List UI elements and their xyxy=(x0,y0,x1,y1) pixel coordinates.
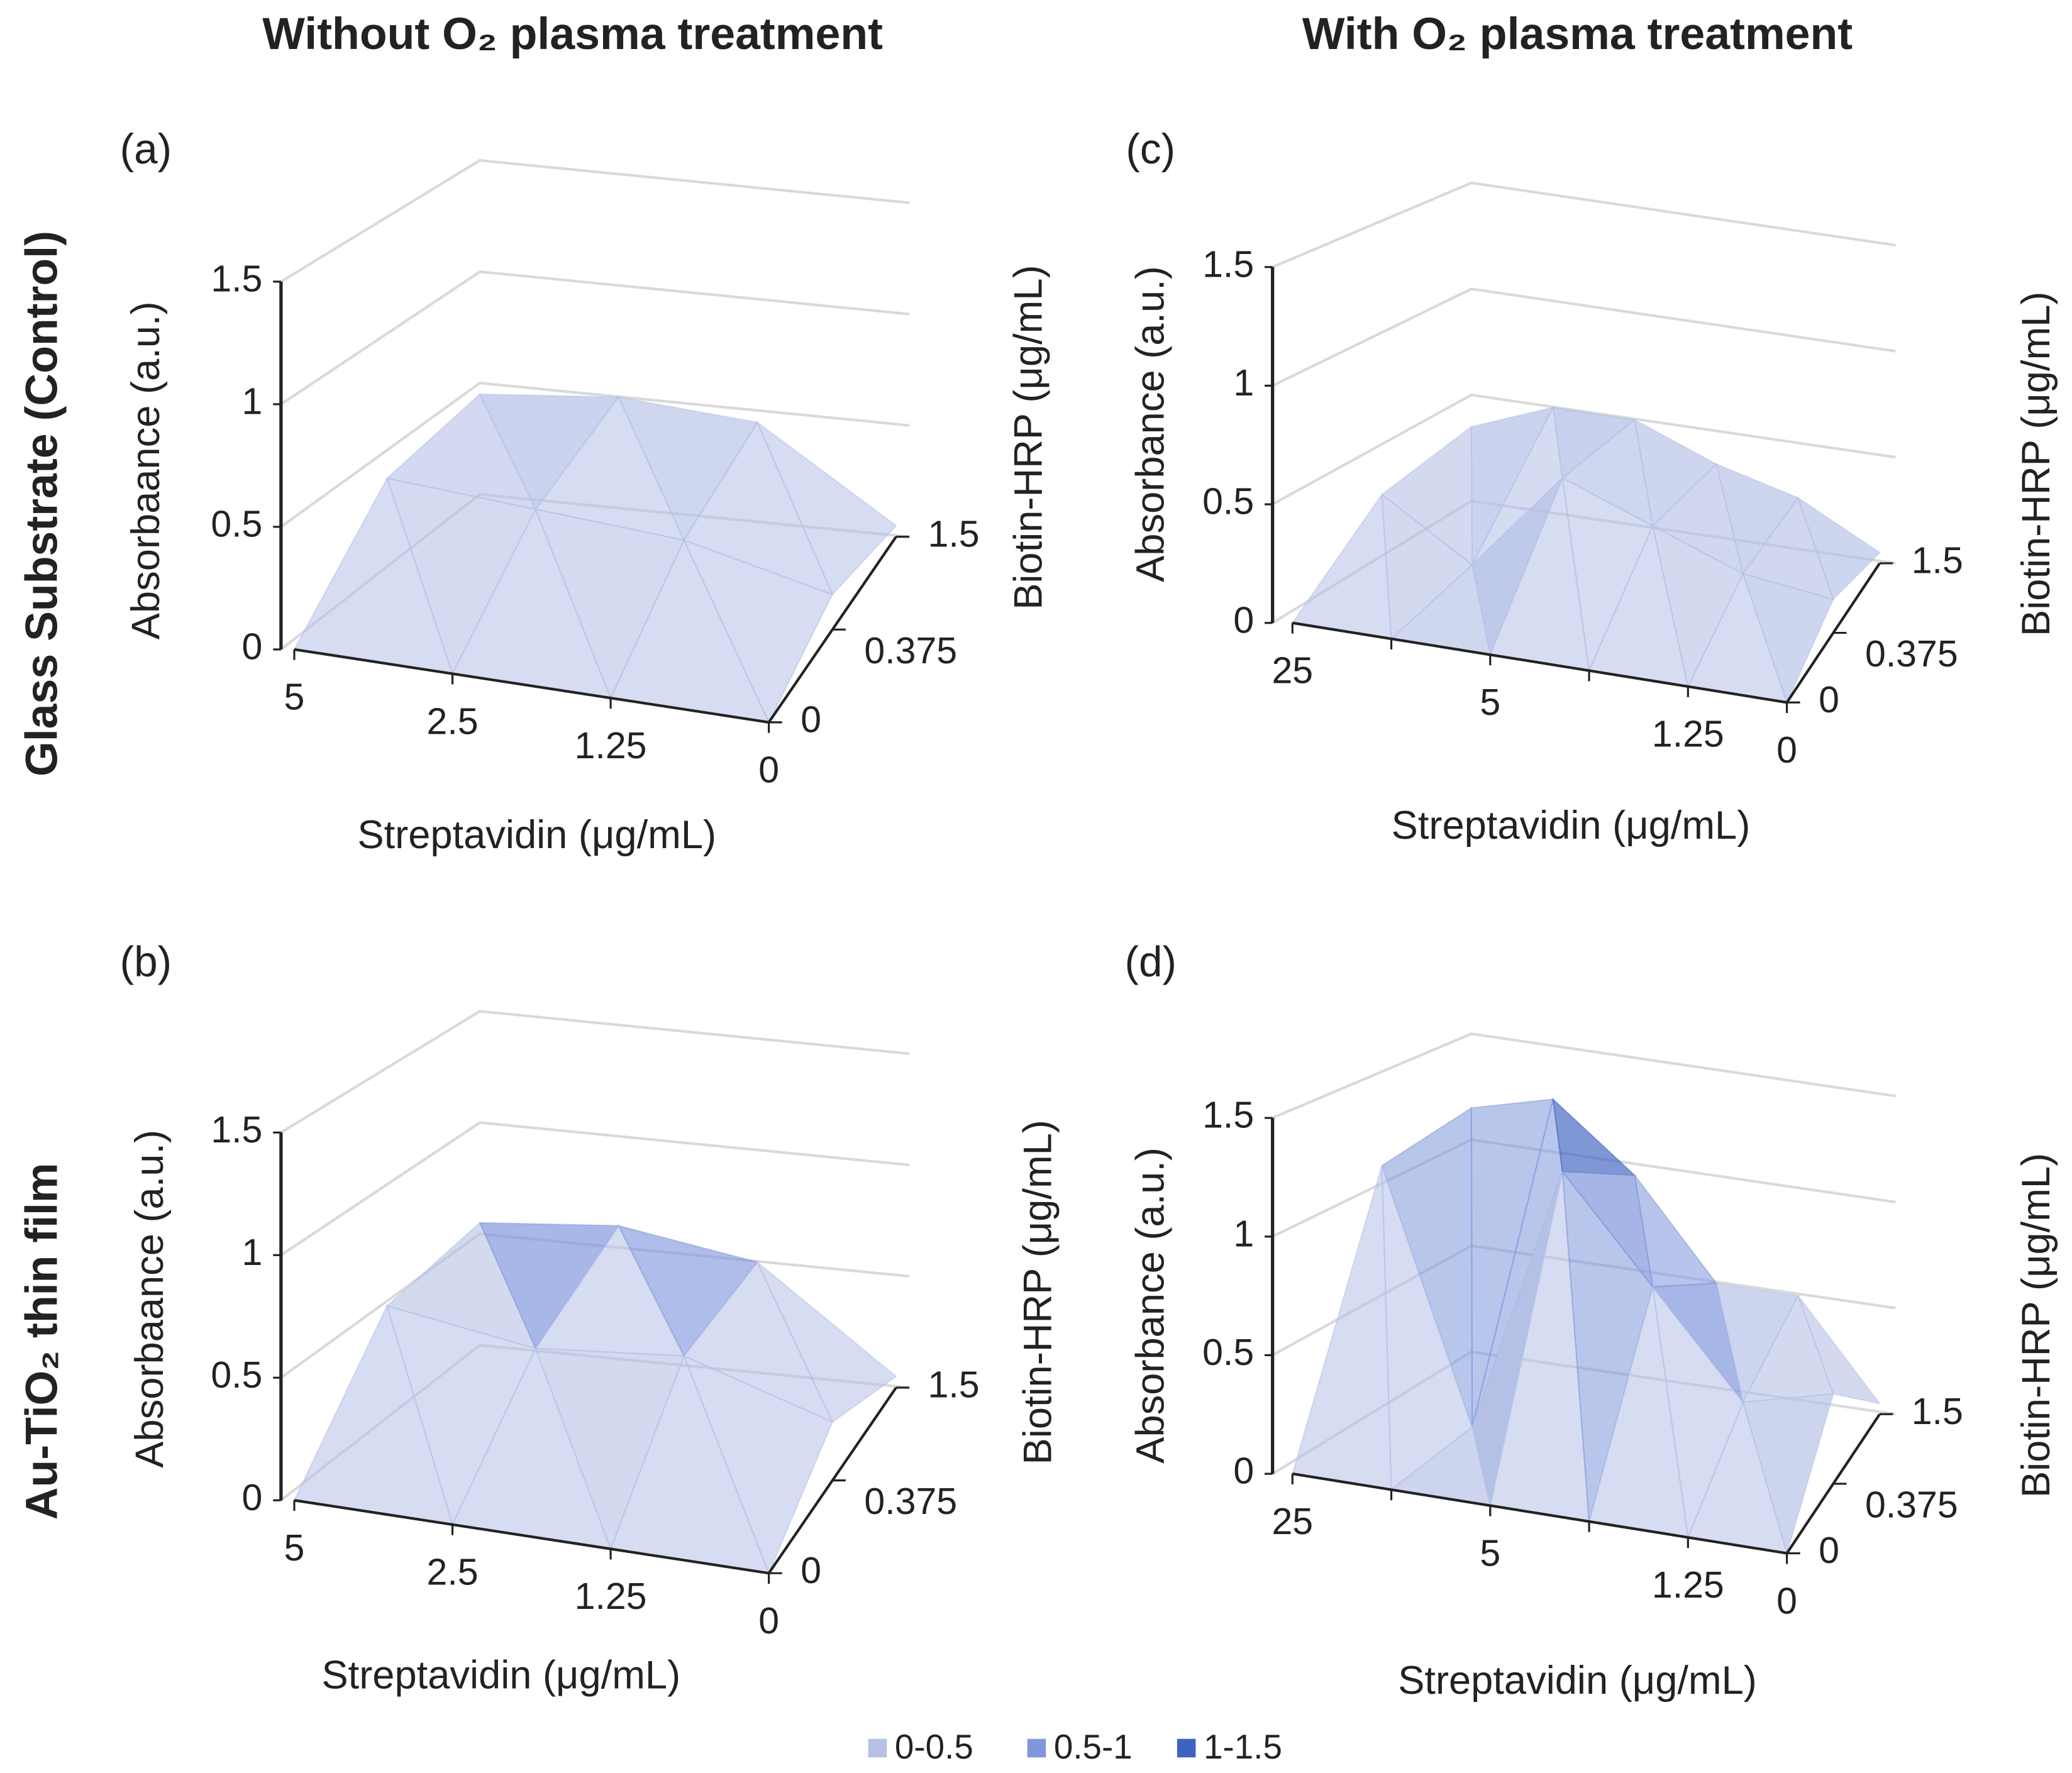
x-tick-label: 0 xyxy=(1776,1580,1797,1621)
x-tick-label: 5 xyxy=(1480,1532,1500,1574)
grid-line xyxy=(280,1121,910,1257)
y-tick-label: 0 xyxy=(1233,1450,1254,1492)
grid-line xyxy=(1271,287,1896,387)
panel-label: (a) xyxy=(120,126,172,173)
z-tick-label: 0.375 xyxy=(1865,633,1958,675)
z-tick-label: 1.5 xyxy=(1912,1391,1963,1432)
x-tick-label: 5 xyxy=(284,1527,305,1569)
legend-swatch xyxy=(1027,1738,1046,1758)
y-tick-label: 0.5 xyxy=(211,504,262,545)
legend-label: 0-0.5 xyxy=(895,1727,973,1766)
x-axis-title: Streptavidin (μg/mL) xyxy=(357,813,716,857)
grid-line xyxy=(280,1010,910,1134)
z-axis-title: Biotin-HRP (μg/mL) xyxy=(2014,1153,2058,1498)
grid-line xyxy=(280,382,910,528)
legend-swatch xyxy=(1177,1738,1196,1758)
surface-face xyxy=(1742,572,1834,705)
y-tick-label: 1 xyxy=(1233,362,1254,404)
z-tick-label: 0.375 xyxy=(864,630,957,671)
x-tick-label: 0 xyxy=(758,1600,779,1642)
z-tick-label: 1.5 xyxy=(1912,539,1963,581)
x-tick-label: 1.25 xyxy=(575,1576,647,1617)
surface-face xyxy=(756,1261,897,1423)
column-title: With O₂ plasma treatment xyxy=(1302,9,1853,59)
y-tick-label: 0.5 xyxy=(211,1354,262,1396)
x-axis xyxy=(1292,1472,1787,1555)
grid-line xyxy=(280,270,910,406)
x-tick-label: 5 xyxy=(284,677,305,718)
y-axis-title: Absorbance (a.u.) xyxy=(1129,266,1173,582)
z-axis-title: Biotin-HRP (μg/mL) xyxy=(2014,292,2058,636)
figure-content: Without O₂ plasma treatment With O₂ plas… xyxy=(17,9,2058,1766)
y-tick-label: 1 xyxy=(242,381,263,423)
x-axis xyxy=(1292,621,1787,704)
y-tick-label: 1 xyxy=(242,1232,263,1273)
y-tick-label: 1.5 xyxy=(1202,243,1254,285)
x-tick-label: 1.25 xyxy=(575,725,647,766)
legend-label: 0.5-1 xyxy=(1054,1727,1133,1766)
column-title: Without O₂ plasma treatment xyxy=(262,9,883,59)
z-tick-label: 1.5 xyxy=(928,513,980,555)
z-tick-label: 0 xyxy=(801,699,821,740)
z-tick-label: 0 xyxy=(801,1550,821,1591)
y-tick-label: 0 xyxy=(242,626,263,668)
z-tick-label: 0.375 xyxy=(1865,1484,1958,1525)
grid-line xyxy=(1271,181,1896,268)
grid-line xyxy=(1271,1032,1896,1120)
y-axis-title: Absorbaance (a.u.) xyxy=(124,301,168,639)
grid-line xyxy=(280,158,910,283)
x-axis xyxy=(294,648,769,724)
x-tick-label: 1.25 xyxy=(1652,1564,1724,1606)
x-tick-label: 25 xyxy=(1271,649,1313,691)
surface-face xyxy=(1291,492,1392,640)
row-title: Glass Substrate (Control) xyxy=(17,231,67,776)
x-tick-label: 0 xyxy=(1776,729,1797,771)
grid-line xyxy=(1271,393,1896,505)
panel-label: (d) xyxy=(1125,938,1177,985)
surface-face xyxy=(1552,1097,1637,1176)
y-tick-label: 1 xyxy=(1233,1213,1254,1254)
x-tick-label: 0 xyxy=(758,749,779,791)
y-tick-label: 1.5 xyxy=(211,1109,262,1151)
z-axis-title: Biotin-HRP (μg/mL) xyxy=(1007,265,1051,609)
surface-face xyxy=(1742,1393,1834,1556)
z-tick-label: 1.5 xyxy=(928,1364,980,1406)
z-tick-label: 0 xyxy=(1819,679,1839,721)
legend-label: 1-1.5 xyxy=(1204,1727,1282,1766)
y-axis-title: Absorbance (a.u.) xyxy=(1129,1147,1173,1464)
y-tick-label: 1.5 xyxy=(1202,1095,1254,1136)
panel-label: (b) xyxy=(120,938,172,985)
y-tick-label: 0 xyxy=(242,1477,263,1518)
z-tick-label: 0.375 xyxy=(864,1481,957,1522)
surface-face xyxy=(1291,1165,1392,1491)
surface-face xyxy=(682,1354,834,1576)
y-axis-title: Absorbaance (a.u.) xyxy=(128,1130,172,1468)
x-tick-label: 1.25 xyxy=(1652,714,1724,755)
y-tick-label: 0 xyxy=(1233,599,1254,641)
x-tick-label: 2.5 xyxy=(427,1552,479,1593)
x-axis-title: Streptavidin (μg/mL) xyxy=(1398,1659,1757,1703)
surface-face xyxy=(682,539,834,724)
y-tick-label: 1.5 xyxy=(211,258,262,300)
surface-face xyxy=(1797,1295,1881,1405)
surface-face xyxy=(1797,496,1881,600)
x-tick-label: 25 xyxy=(1271,1501,1313,1542)
legend-swatch xyxy=(868,1738,887,1758)
x-tick-label: 2.5 xyxy=(427,700,479,742)
x-tick-label: 5 xyxy=(1480,682,1500,723)
x-axis-title: Streptavidin (μg/mL) xyxy=(1392,804,1751,848)
surface-face xyxy=(755,420,897,596)
x-axis-title: Streptavidin (μg/mL) xyxy=(322,1653,681,1697)
z-tick-label: 0 xyxy=(1819,1530,1839,1571)
x-axis xyxy=(294,1499,769,1575)
panel-label: (c) xyxy=(1126,126,1175,173)
z-axis-title: Biotin-HRP (μg/mL) xyxy=(1016,1120,1060,1464)
row-title: Au-TiO₂ thin film xyxy=(17,1163,67,1520)
y-tick-label: 0.5 xyxy=(1202,481,1254,522)
y-tick-label: 0.5 xyxy=(1202,1332,1254,1373)
